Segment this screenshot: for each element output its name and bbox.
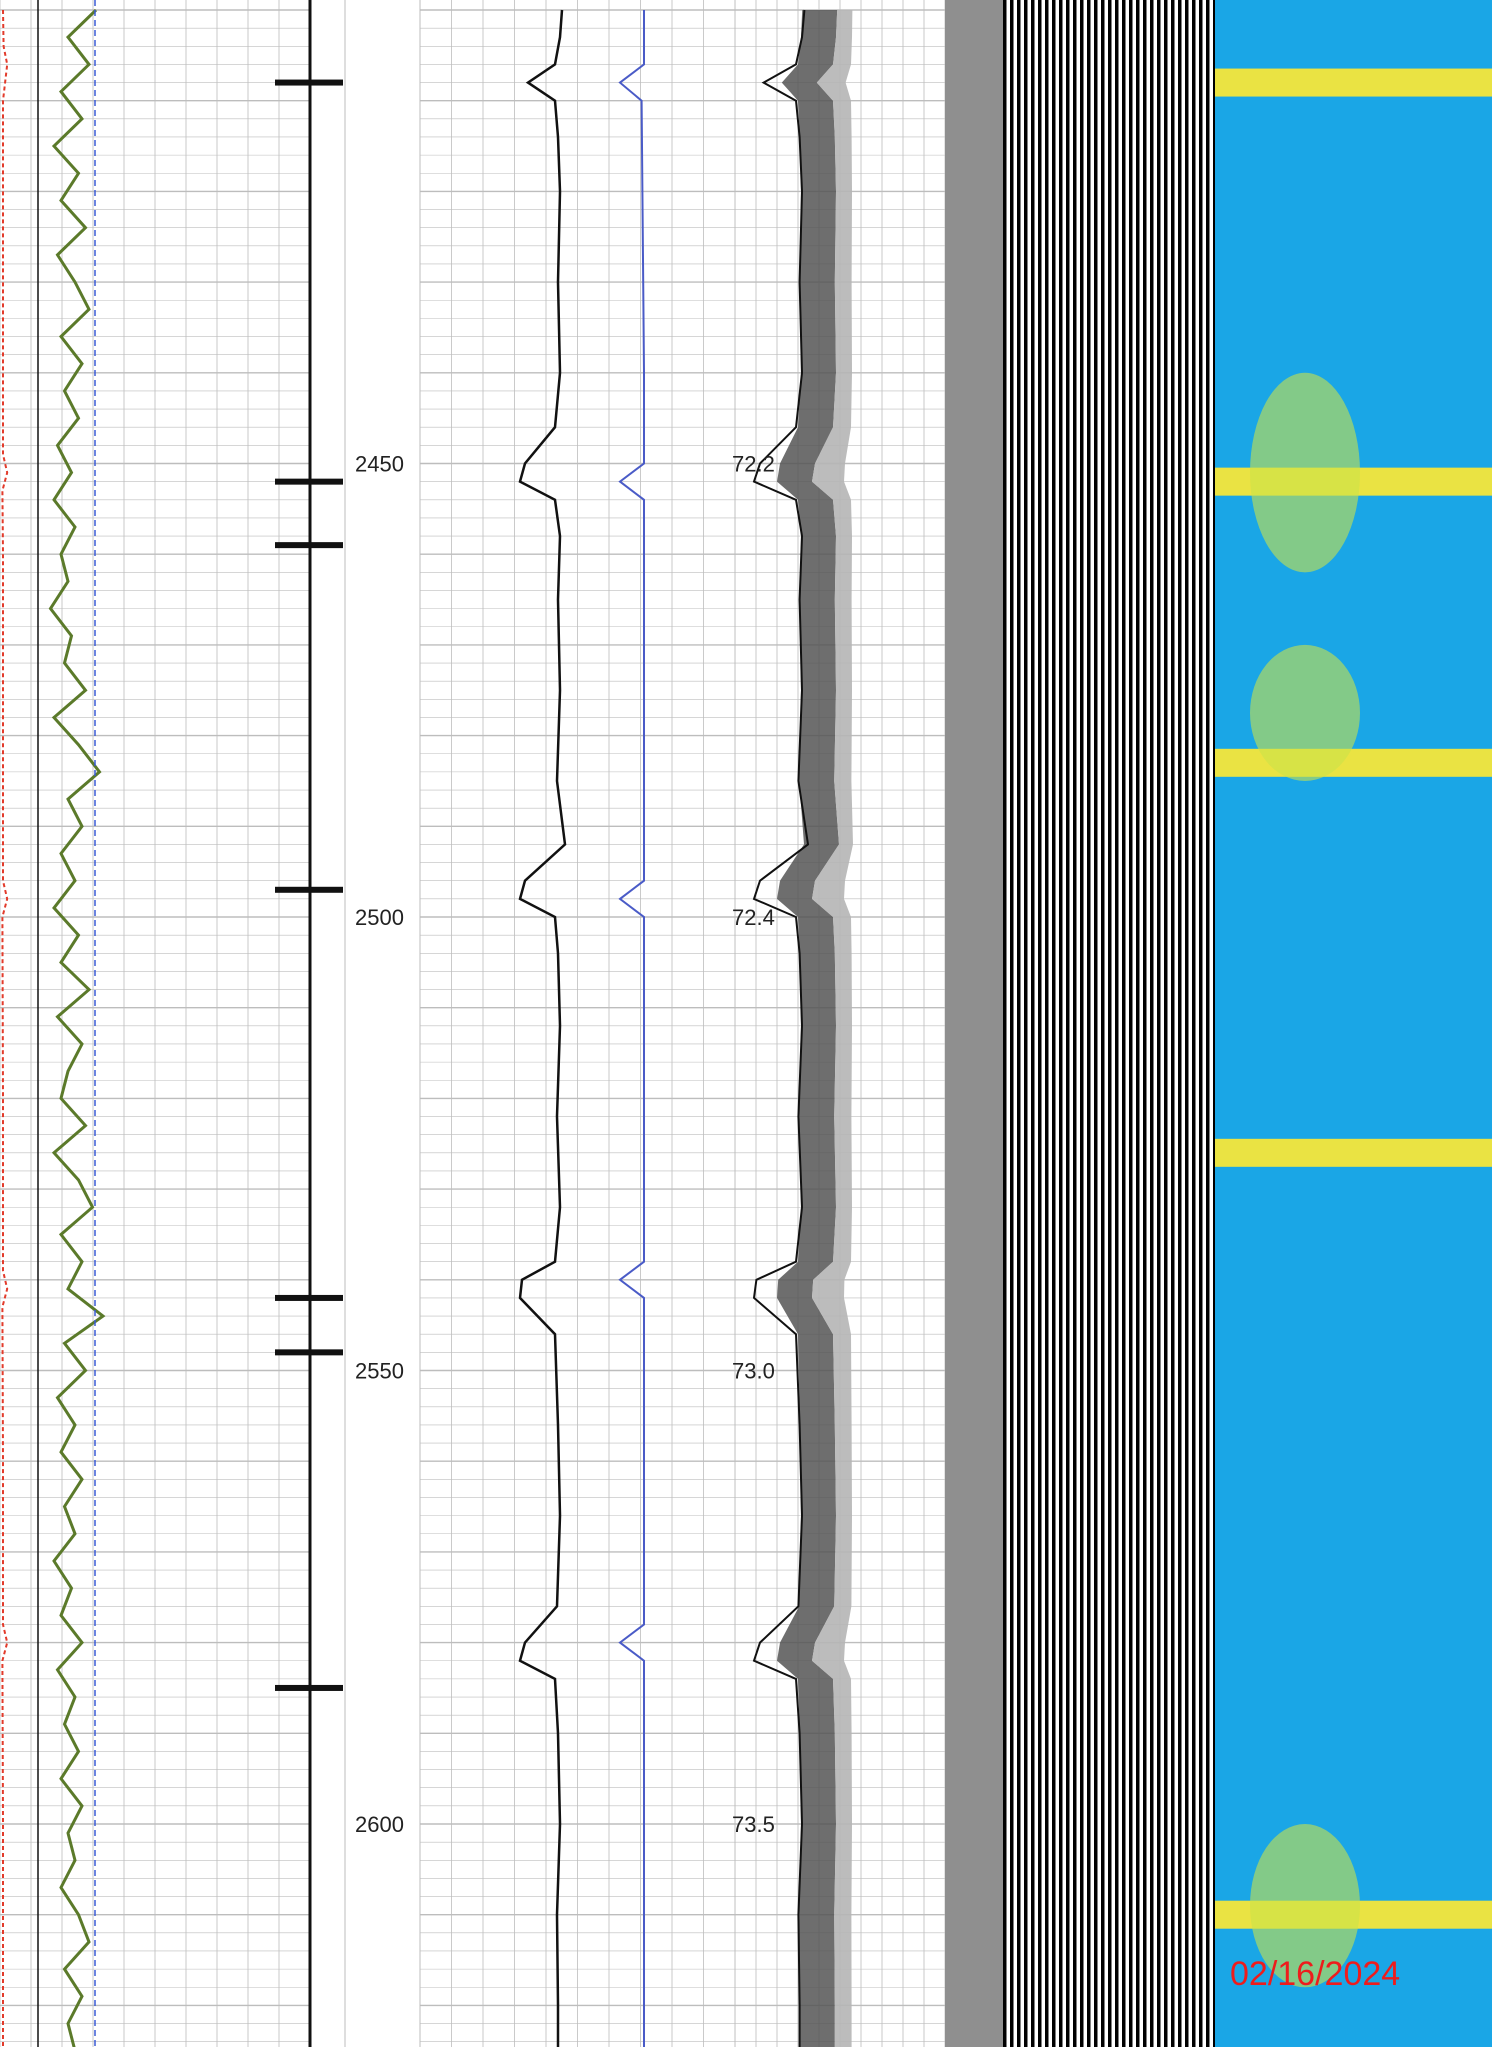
vdl-stripe [1038,0,1042,2047]
vdl-stripe [1192,0,1196,2047]
vdl-stripe [1199,0,1203,2047]
vdl-stripe [1017,0,1021,2047]
red_trace-curve [1,9,9,2047]
map-green-patch [1250,644,1360,781]
vdl-stripe [1150,0,1154,2047]
vdl-stripe [1059,0,1063,2047]
vdl-stripe [1101,0,1105,2047]
gamma-curve [48,8,106,2047]
vdl-stripe [1213,0,1217,2047]
vdl-stripe [1185,0,1189,2047]
vdl-stripe [1024,0,1028,2047]
collar-mark [275,478,343,485]
vdl-gray-band [945,0,1003,2047]
depth-tick-label: 2450 [355,452,404,477]
vdl-stripe [1178,0,1182,2047]
time-tick-label: 73.0 [732,1359,775,1384]
depth-tick-label: 2600 [355,1812,404,1837]
vdl-stripe [1010,0,1014,2047]
log-curves [1,0,810,2047]
transit-time-curve [518,9,567,2047]
time-tick-label: 73.5 [732,1812,775,1837]
depth-labels: 2450 2500 2550 2600 72.2 72.4 73.0 73.5 [355,452,775,1838]
map-yellow-band [1215,68,1492,97]
vdl-stripe [1129,0,1133,2047]
map-green-patch [1250,372,1360,573]
vdl-stripe [1115,0,1119,2047]
collar-locator-track [275,0,343,2047]
collar-mark [275,886,343,893]
vdl-stripe [1031,0,1035,2047]
vdl-stripe [1094,0,1098,2047]
cbl-dark-fill [777,10,839,2047]
vdl-track [945,0,1217,2047]
vdl-stripe [1164,0,1168,2047]
depth-tick-label: 2550 [355,1359,404,1384]
map-yellow-band [1215,748,1492,777]
cbl-light-fill [812,10,853,2047]
vdl-stripe [1087,0,1091,2047]
depth-tick-label: 2500 [355,905,404,930]
collar-mark [275,1684,343,1691]
collar-mark [275,542,343,549]
collar-mark [275,79,343,86]
vdl-stripe [1045,0,1049,2047]
vdl-stripe [1206,0,1210,2047]
vdl-stripe [1122,0,1126,2047]
vdl-stripe [1136,0,1140,2047]
vdl-stripe [1171,0,1175,2047]
vdl-stripe [1157,0,1161,2047]
time-tick-label: 72.4 [732,905,775,930]
vdl-stripe [1052,0,1056,2047]
vdl-stripe [1143,0,1147,2047]
collar-mark [275,1349,343,1356]
vdl-stripe [1080,0,1084,2047]
map-green-patch [1250,1824,1360,1988]
vdl-stripe [1066,0,1070,2047]
collar-mark [275,1294,343,1301]
date-stamp: 02/16/2024 [1230,1955,1400,1993]
cement-map-track [1215,0,1492,2047]
blue_trace-curve [618,10,645,2047]
time-tick-label: 72.2 [732,452,775,477]
vdl-stripe [1108,0,1112,2047]
vdl-stripe [1003,0,1007,2047]
vdl-stripe [1073,0,1077,2047]
map-yellow-band [1215,1138,1492,1167]
cbl-fill-area [777,10,853,2047]
map-background [1215,0,1492,2047]
cbl_amplitude-curve [752,9,810,2047]
